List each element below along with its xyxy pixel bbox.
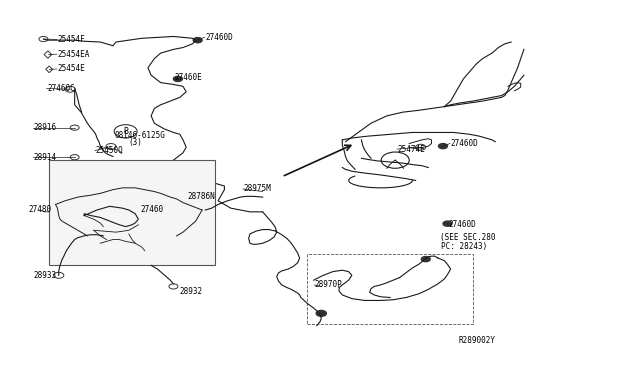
Text: (3): (3) [129,138,143,147]
Text: PC: 28243): PC: 28243) [441,243,487,251]
Text: 25450Q: 25450Q [96,146,124,155]
Text: 25454EA: 25454EA [58,50,90,59]
Text: 28933: 28933 [33,271,56,280]
Text: 27460: 27460 [140,205,163,214]
Circle shape [316,310,326,316]
Text: 27480: 27480 [28,205,51,214]
Text: 28932: 28932 [180,287,203,296]
Text: 08146-6125G: 08146-6125G [115,131,166,140]
Text: B: B [123,127,128,136]
Text: R289002Y: R289002Y [459,336,496,345]
Circle shape [443,221,452,226]
Circle shape [438,144,447,149]
Text: 28916: 28916 [33,123,56,132]
Circle shape [421,257,430,262]
Circle shape [193,38,202,43]
Text: (SEE SEC.280: (SEE SEC.280 [440,233,495,242]
Text: 25454F: 25454F [58,35,85,44]
Circle shape [173,76,182,81]
Text: 28975M: 28975M [244,185,271,193]
Text: 27460D: 27460D [451,139,478,148]
Text: 28786N: 28786N [188,192,215,201]
Bar [307,254,473,324]
Text: 28914: 28914 [33,153,56,162]
Text: 27460C: 27460C [47,84,75,93]
Text: 27460E: 27460E [175,73,202,82]
Text: 25474E: 25474E [397,145,426,154]
Bar [49,160,215,265]
Text: 27460D: 27460D [205,33,233,42]
Text: 27460D: 27460D [449,220,476,229]
Text: 25454E: 25454E [58,64,85,73]
Text: 28970P: 28970P [315,280,342,289]
